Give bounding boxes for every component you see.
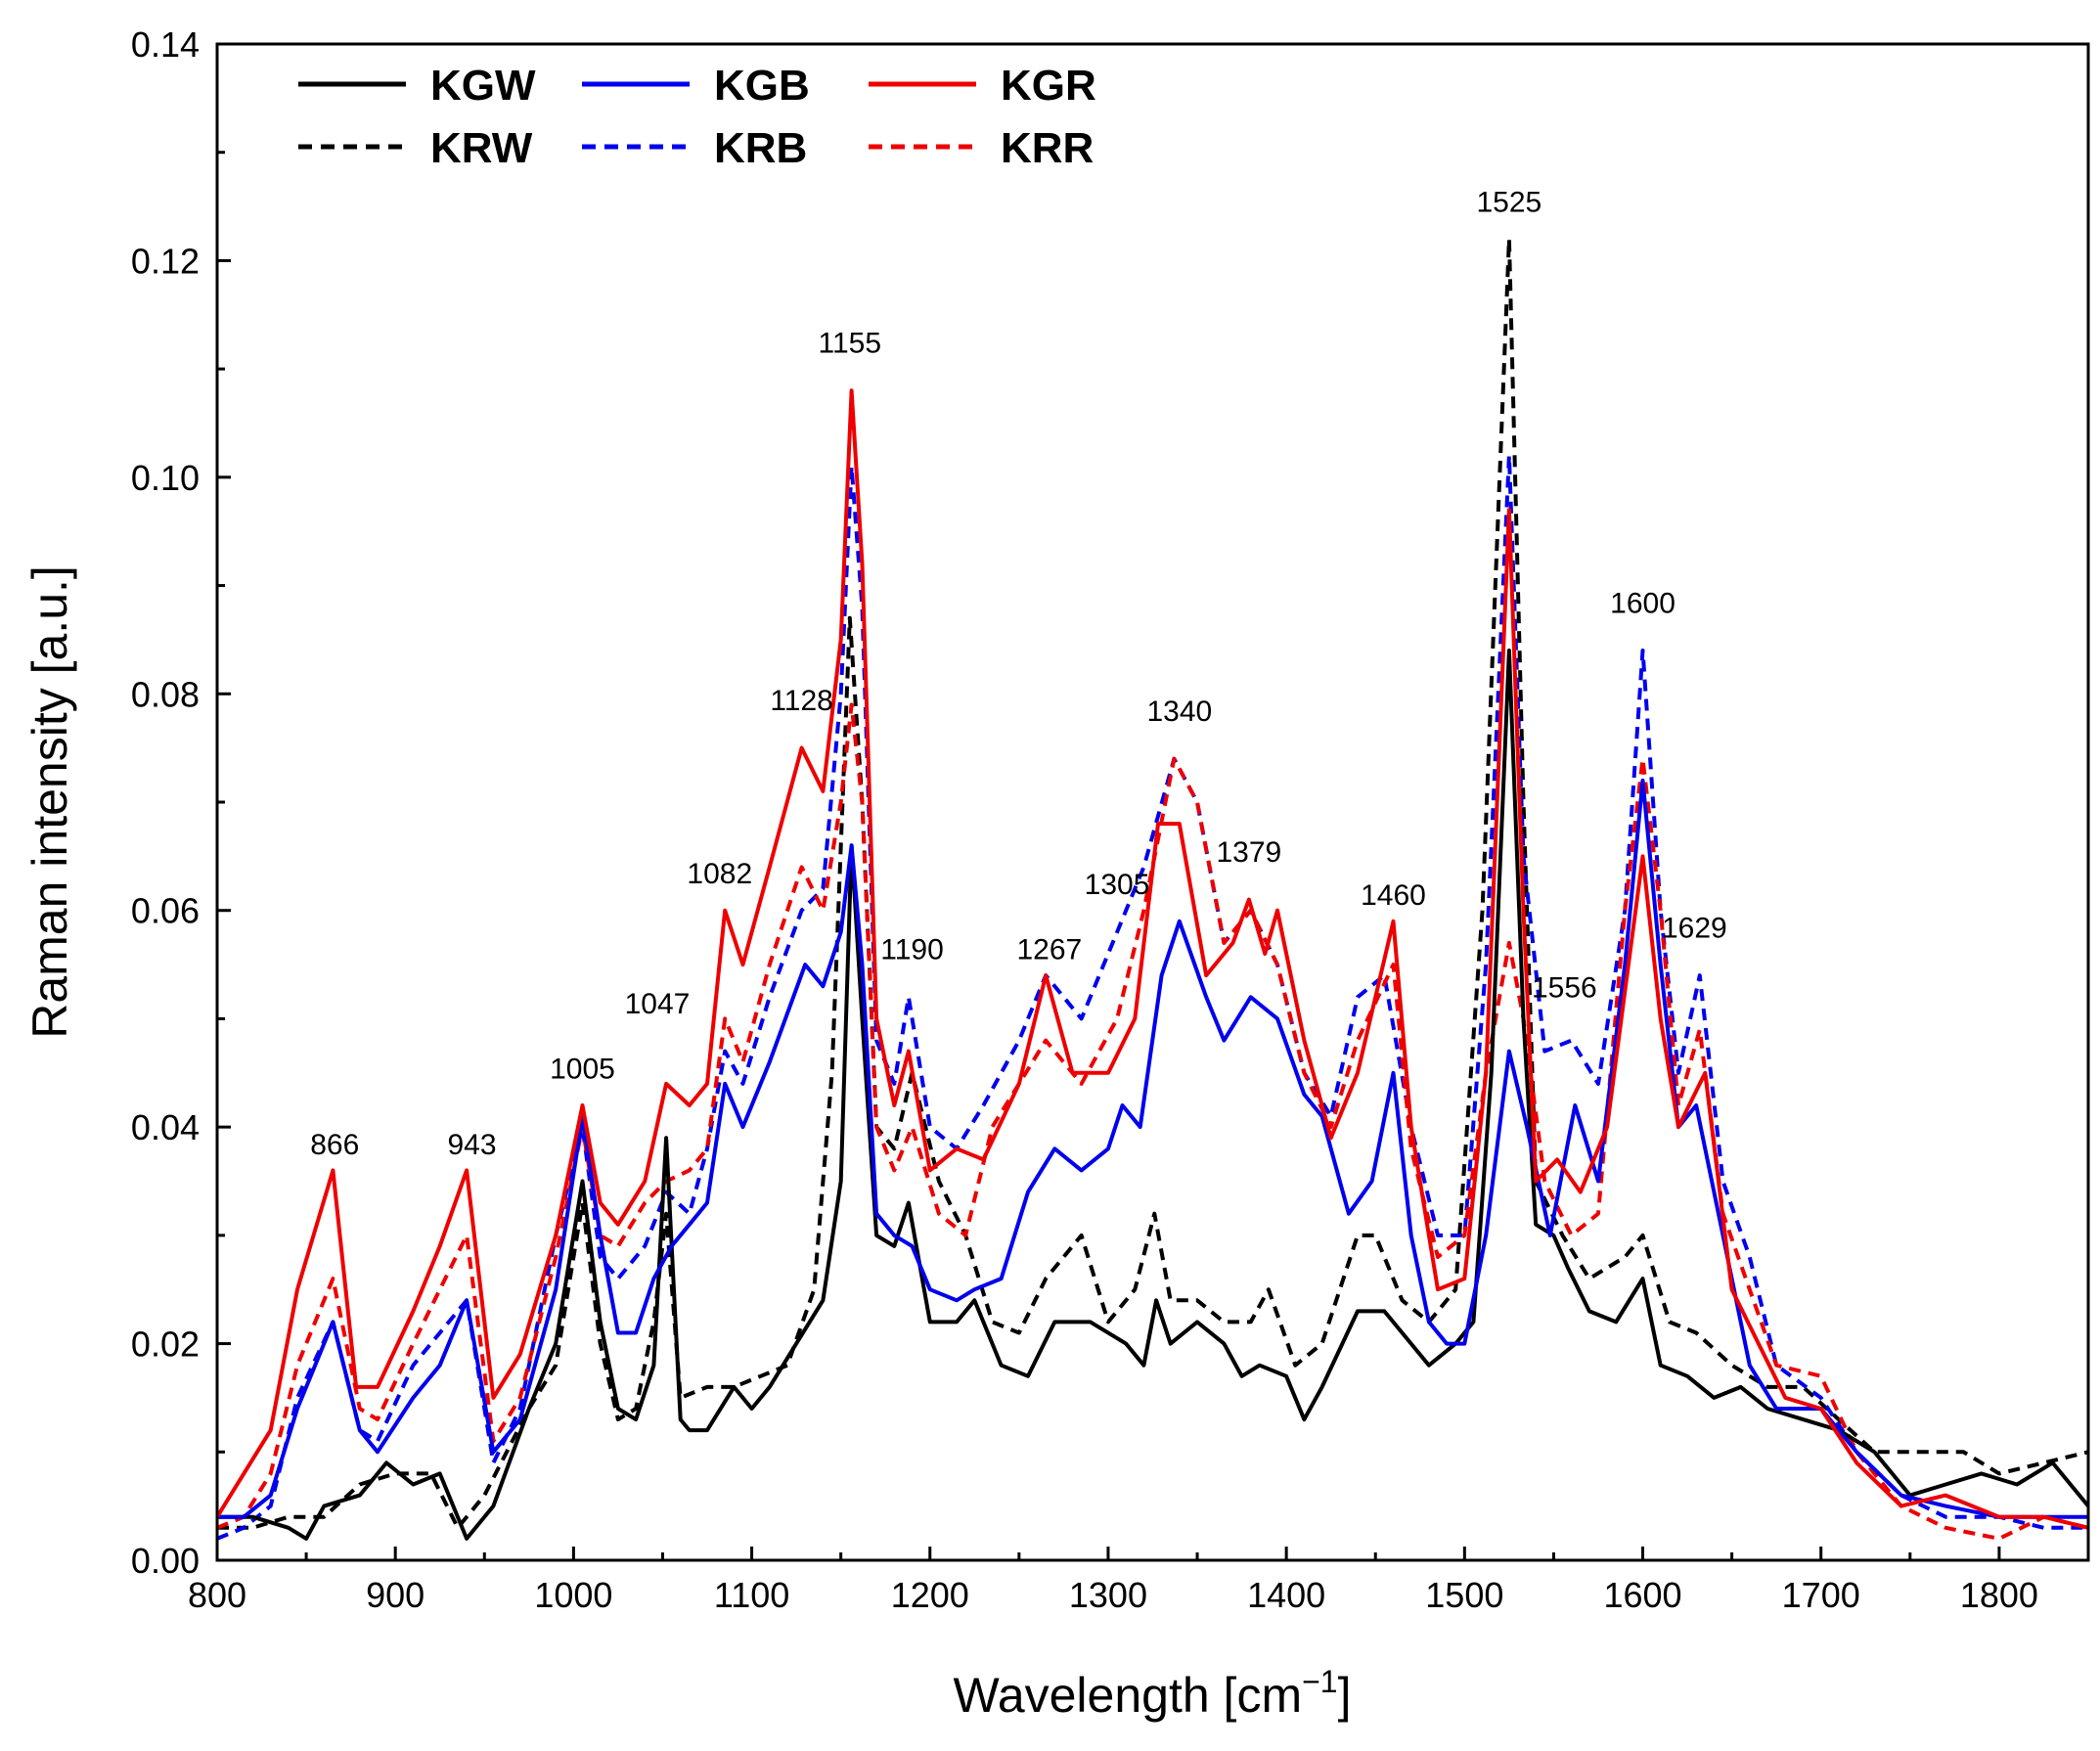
peak-label-1556: 1556	[1532, 971, 1597, 1004]
y-tick-label: 0.00	[131, 1541, 200, 1581]
peak-label-1267: 1267	[1016, 934, 1082, 966]
y-axis-title: Raman intensity [a.u.]	[22, 565, 77, 1039]
peak-label-1340: 1340	[1146, 696, 1212, 728]
x-tick-label: 800	[188, 1575, 246, 1615]
peak-label-1005: 1005	[550, 1053, 615, 1085]
peak-label-1305: 1305	[1085, 869, 1150, 901]
peak-label-943: 943	[448, 1129, 497, 1161]
peak-label-1525: 1525	[1477, 187, 1542, 219]
y-tick-label: 0.10	[131, 458, 200, 498]
peak-label-1600: 1600	[1610, 587, 1676, 619]
peak-label-1155: 1155	[819, 328, 882, 360]
series-line-krr	[216, 702, 2089, 1541]
legend-label-krw: KRW	[430, 124, 533, 172]
legend-label-krr: KRR	[1001, 124, 1094, 172]
peak-label-1190: 1190	[880, 934, 944, 966]
peak-label-1047: 1047	[625, 988, 691, 1020]
peak-annotations: 866 943 1005 1047 1082 1128 1155 1190 1267 1305 13…	[310, 187, 1727, 1161]
y-tick-label: 0.14	[131, 24, 200, 65]
y-tick-label: 0.04	[131, 1107, 200, 1147]
y-tick-label: 0.08	[131, 674, 200, 714]
x-tick-label: 1400	[1247, 1575, 1325, 1615]
x-tick-label: 1500	[1425, 1575, 1503, 1615]
peak-label-866: 866	[310, 1129, 359, 1161]
legend-label-kgb: KGB	[714, 62, 810, 110]
x-axis-title-main: Wavelength [cm	[953, 1668, 1302, 1723]
series-line-krb	[216, 453, 2088, 1541]
x-axis-title: Wavelength [cm−1]	[953, 1664, 1351, 1723]
peak-label-1460: 1460	[1361, 879, 1426, 912]
series-group	[215, 237, 2090, 1541]
series-line-kgb	[217, 778, 2088, 1519]
series-line-kgw	[217, 649, 2090, 1541]
peak-label-1082: 1082	[687, 858, 752, 890]
y-tick-label: 0.06	[131, 891, 200, 931]
x-tick-label: 900	[366, 1575, 424, 1615]
x-axis-title-end: ]	[1338, 1668, 1352, 1723]
legend-label-kgr: KGR	[1001, 62, 1096, 110]
series-line-kgr	[215, 388, 2089, 1530]
peak-label-1128: 1128	[770, 685, 833, 717]
x-tick-label: 1300	[1069, 1575, 1147, 1615]
x-tick-label: 1700	[1782, 1575, 1860, 1615]
x-tick-label: 1800	[1960, 1575, 2038, 1615]
peak-label-1629: 1629	[1662, 912, 1727, 944]
legend-label-kgw: KGW	[430, 62, 536, 110]
peak-label-1379: 1379	[1217, 836, 1282, 869]
legend-label-krb: KRB	[714, 124, 807, 172]
plot-frame	[215, 42, 2090, 1562]
axis-ticks: 800 900 1000 1100 1200 1300 1400 1500 1600 1700 18…	[131, 24, 2090, 1615]
legend: KGW KGB KGR KRW KRB KRR	[298, 62, 1096, 172]
y-tick-label: 0.02	[131, 1324, 200, 1365]
x-tick-label: 1100	[714, 1575, 789, 1615]
x-axis-title-superscript: −1	[1302, 1664, 1337, 1699]
x-tick-label: 1000	[534, 1575, 612, 1615]
x-tick-label: 1200	[891, 1575, 969, 1615]
y-tick-label: 0.12	[131, 241, 200, 281]
x-tick-label: 1600	[1603, 1575, 1681, 1615]
